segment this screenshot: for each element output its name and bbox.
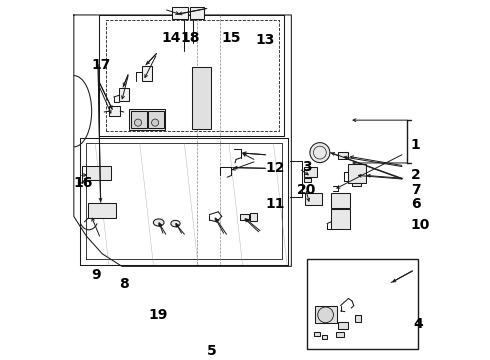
- Text: 12: 12: [266, 161, 285, 175]
- Bar: [315, 306, 337, 323]
- Text: 5: 5: [207, 344, 217, 358]
- Bar: [305, 193, 322, 205]
- Bar: [142, 66, 152, 81]
- Text: 11: 11: [266, 197, 285, 211]
- Circle shape: [318, 307, 333, 323]
- Bar: [304, 167, 318, 177]
- Bar: [314, 332, 320, 336]
- Text: 2: 2: [411, 168, 420, 183]
- Bar: [331, 209, 350, 229]
- Text: 7: 7: [411, 183, 420, 197]
- Bar: [192, 67, 211, 129]
- Bar: [321, 335, 327, 339]
- Text: 17: 17: [91, 58, 110, 72]
- Text: 1: 1: [411, 138, 420, 152]
- Text: 3: 3: [302, 159, 312, 174]
- Bar: [129, 109, 165, 130]
- Text: 4: 4: [414, 318, 423, 332]
- Circle shape: [310, 143, 330, 163]
- Bar: [86, 166, 111, 180]
- Bar: [307, 258, 418, 350]
- Text: 16: 16: [73, 176, 93, 190]
- Text: 20: 20: [297, 183, 316, 197]
- Bar: [331, 193, 350, 207]
- Bar: [88, 203, 116, 218]
- Bar: [338, 322, 348, 329]
- Ellipse shape: [171, 220, 180, 227]
- Bar: [348, 164, 366, 183]
- Circle shape: [151, 119, 159, 126]
- Bar: [172, 7, 188, 18]
- Bar: [355, 315, 361, 322]
- Bar: [304, 177, 311, 182]
- Ellipse shape: [153, 219, 164, 226]
- Bar: [352, 183, 361, 186]
- Text: 9: 9: [91, 268, 100, 282]
- Circle shape: [134, 119, 142, 126]
- Bar: [338, 152, 348, 159]
- Text: 14: 14: [161, 31, 181, 45]
- Bar: [148, 111, 164, 129]
- Text: 15: 15: [222, 31, 241, 45]
- Text: 13: 13: [256, 33, 275, 47]
- Bar: [131, 111, 147, 129]
- Bar: [240, 213, 248, 220]
- Bar: [190, 7, 204, 18]
- Text: 6: 6: [411, 197, 420, 211]
- Bar: [336, 332, 344, 337]
- Text: 18: 18: [181, 31, 200, 45]
- Text: 10: 10: [411, 218, 430, 231]
- Bar: [120, 88, 129, 101]
- Text: 8: 8: [120, 277, 129, 291]
- Bar: [249, 213, 257, 221]
- Bar: [109, 105, 120, 116]
- Text: 19: 19: [149, 308, 168, 322]
